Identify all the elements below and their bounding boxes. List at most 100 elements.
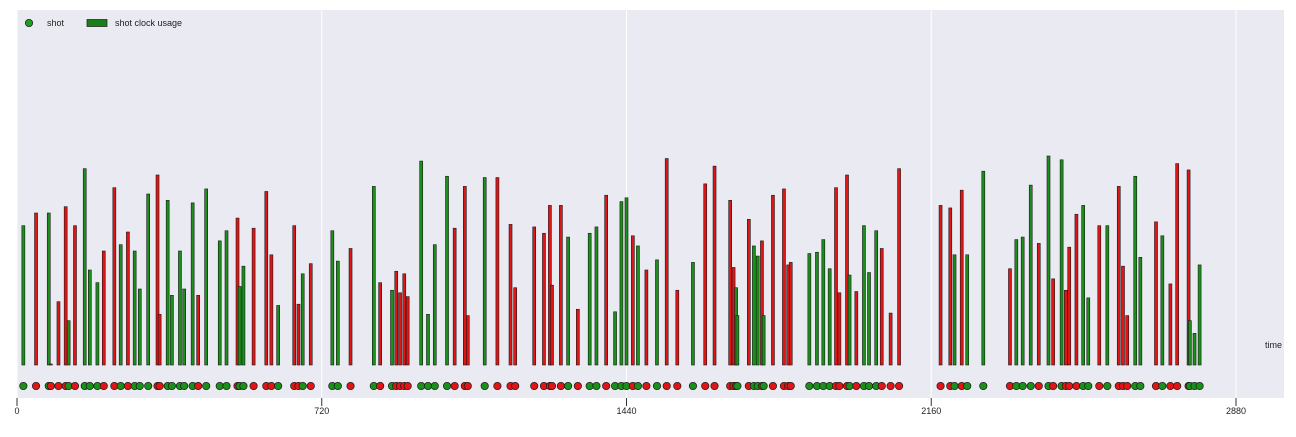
x-tick-label: 1440 [616,406,636,416]
shot-clock-bar [372,186,376,366]
shot-clock-bar [296,303,301,366]
shot-clock-bar [550,284,554,366]
shot-clock-bar [394,270,399,366]
shot-marker [511,381,520,391]
shot-clock-bar [1154,221,1158,366]
shot-clock-bar [95,282,100,366]
shot-clock-bar [378,282,382,366]
shot-clock-bar [419,160,424,366]
shot-clock-bar [735,315,740,366]
shot-clock-bar [269,254,274,366]
shot-marker [31,381,41,391]
shot-clock-bar [264,191,269,366]
shot-marker [556,381,565,391]
shot-marker [144,381,153,391]
shot-marker [733,381,742,391]
shot-clock-bar [1020,236,1025,366]
shot-marker [135,381,144,391]
shot-clock-bar [761,315,766,366]
shot-marker [642,381,651,391]
shot-clock-bar [1160,235,1165,366]
shot-marker [662,381,671,391]
shot-clock-bar [1121,265,1125,366]
shot-clock-bar [182,288,186,366]
shot-marker [864,381,874,391]
shot-clock-bar [1097,225,1102,366]
shot-clock-bar [636,245,640,366]
shot-clock-bar [1105,225,1110,366]
shot-clock-bar [224,230,229,366]
shot-marker [423,381,433,391]
x-tick-label: 2880 [1226,406,1246,416]
shot-clock-bar [137,288,142,366]
shot-clock-bar [217,240,222,366]
shot-clock-bar [63,206,68,366]
shot-marker [1018,381,1027,391]
x-tick-label: 0 [14,406,19,416]
shot-marker [1123,381,1132,391]
shot-marker [54,381,63,391]
shot-clock-bar [88,269,92,366]
shot-clock-bar [1168,283,1173,366]
shot-marker [123,381,132,391]
shot-clock-bar [1008,268,1012,366]
shot-marker [592,381,601,391]
shot-clock-bar [66,320,71,366]
shot-clock-bar [965,254,970,366]
shot-clock-bar [655,259,659,366]
shot-marker [547,381,557,391]
shot-marker [845,381,854,391]
shot-marker [1065,381,1074,391]
shot-clock-bar [1138,257,1143,366]
shot-clock-bar [815,251,819,366]
shot-marker [167,381,176,391]
shot-marker [573,381,582,391]
shot-clock-bar [251,227,256,366]
shot-clock-bar [587,232,592,366]
legend-label-shot-clock-usage: shot clock usage [115,18,182,28]
shot-clock-bar [1081,205,1086,366]
shot-marker [46,381,55,391]
shot-clock-bar [644,269,649,366]
shot-clock-bar [241,265,246,366]
shot-marker [1072,381,1081,391]
legend-marker-shot-clock-usage [86,19,108,27]
shot-marker [450,381,459,391]
shot-clock-bar [1064,289,1068,366]
shot-clock-bar [465,315,470,366]
shot-marker [768,381,777,391]
shot-clock-bar [21,225,26,366]
shot-clock-bar [712,165,717,366]
shot-clock-bar [1046,155,1051,366]
shot-marker [298,381,307,391]
shot-marker [1158,381,1167,391]
legend-label-shot: shot [47,18,65,28]
shot-marker [1049,381,1058,391]
shot-marker [1095,381,1104,391]
shot-marker [633,381,642,391]
shot-clock-bar [837,292,842,366]
shot-marker [979,381,988,391]
shot-clock-bar [594,226,599,366]
shot-clock-bar [771,194,775,366]
shot-marker [805,381,814,391]
shot-clock-bar [981,170,986,366]
shot-clock-bar [190,202,195,366]
shot-marker [85,381,94,391]
shot-clock-bar [49,363,53,366]
shot-clock-bar [146,193,151,366]
shot-marker [1173,381,1182,391]
shot-marker [70,381,80,391]
shot-marker [239,381,248,391]
shot-marker [1166,381,1175,391]
shot-marker [936,381,945,391]
shot-marker [376,381,385,391]
shot-clock-bar [46,212,51,366]
shot-clock-bar [1192,333,1197,366]
shot-clock-bar [300,273,305,366]
shot-clock-bar [675,289,680,366]
shot-marker [249,381,258,391]
shot-clock-bar [1125,315,1130,366]
shot-marker [963,381,972,391]
x-tick-label: 2160 [921,406,941,416]
